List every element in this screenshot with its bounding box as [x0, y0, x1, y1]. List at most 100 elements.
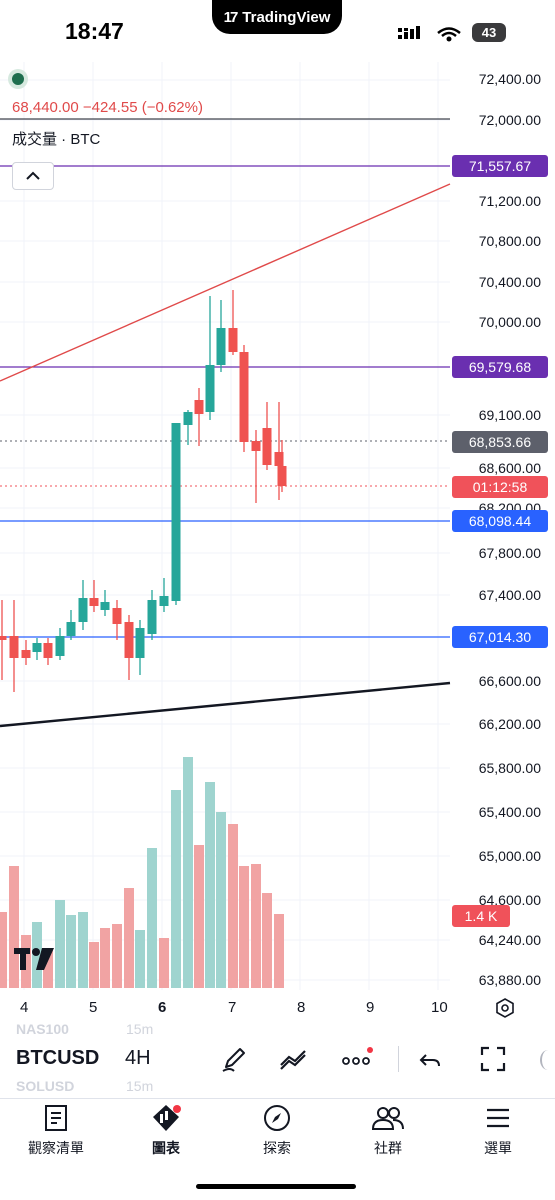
price-tick: 66,600.00 [478, 673, 541, 689]
candle-body [9, 636, 19, 658]
price-badge-support-upper[interactable]: 68,098.44 [452, 510, 548, 532]
volume-bar [194, 845, 204, 988]
price-tick: 65,000.00 [478, 848, 541, 864]
tab-explore[interactable]: 探索 [227, 1100, 327, 1160]
price-tick: 71,200.00 [478, 193, 541, 209]
volume-bar [55, 900, 65, 988]
date-tick: 7 [228, 999, 237, 1016]
volume-bar [0, 912, 7, 988]
price-tick: 64,240.00 [478, 932, 541, 948]
legend-status [12, 72, 24, 90]
timeframe-ghost-next: 15m [126, 1078, 154, 1094]
draw-tool-button[interactable] [217, 1042, 251, 1076]
candle-body [0, 636, 7, 640]
tab-watchlist-label: 觀察清單 [28, 1140, 84, 1156]
volume-bar [124, 888, 134, 988]
tradingview-logo-icon: 17 [223, 8, 239, 26]
volume-bar [112, 924, 122, 988]
price-tick: 68,600.00 [478, 460, 541, 476]
tab-menu[interactable]: 選單 [448, 1100, 548, 1160]
timeframe-selector[interactable]: 4H [125, 1047, 151, 1069]
timeframe-ghost-previous: 15m [126, 1021, 154, 1037]
date-tick: 9 [366, 999, 375, 1016]
undo-button[interactable] [414, 1042, 448, 1076]
symbol-ghost-previous[interactable]: NAS100 [16, 1021, 69, 1037]
tab-watchlist[interactable]: 觀察清單 [6, 1100, 106, 1160]
candle-body [239, 352, 249, 442]
live-indicator-icon [12, 73, 24, 85]
date-tick: 4 [20, 999, 29, 1016]
volume-bar [89, 942, 99, 988]
fullscreen-icon [480, 1046, 506, 1072]
more-dots-icon [342, 1047, 373, 1065]
price-tick: 72,400.00 [478, 71, 541, 87]
price-tick: 66,200.00 [478, 716, 541, 732]
bottom-tab-bar [0, 1098, 555, 1169]
tab-community[interactable]: 社群 [338, 1100, 438, 1160]
indicators-icon [280, 1050, 306, 1070]
tradingview-pill[interactable]: 17 TradingView [212, 0, 342, 34]
candle-body [159, 596, 169, 606]
tab-chart[interactable]: 圖表 [116, 1100, 216, 1160]
candlesticks [0, 290, 287, 692]
symbol-selector[interactable]: BTCUSD [16, 1047, 100, 1069]
price-tick: 63,880.00 [478, 972, 541, 988]
menu-icon [448, 1102, 548, 1134]
price-tick: 70,000.00 [478, 314, 541, 330]
candle-body [21, 650, 31, 658]
volume-bar [251, 864, 261, 988]
candle-body [124, 622, 134, 658]
price-tick: 69,100.00 [478, 407, 541, 423]
symbol-ghost-next[interactable]: SOLUSD [16, 1078, 75, 1094]
volume-bar [159, 938, 169, 988]
fullscreen-button[interactable] [476, 1042, 510, 1076]
candle-body [147, 600, 157, 634]
pen-icon [222, 1048, 245, 1072]
price-badge-resistance-mid[interactable]: 69,579.68 [452, 356, 548, 378]
volume-bar [9, 866, 19, 988]
volume-bar [43, 948, 53, 988]
candle-body [135, 628, 145, 658]
volume-bar [135, 930, 145, 988]
date-tick: 5 [89, 999, 98, 1016]
tab-community-label: 社群 [374, 1140, 402, 1156]
date-tick: 10 [431, 999, 448, 1016]
price-tick: 70,400.00 [478, 274, 541, 290]
collapse-legend-button[interactable] [12, 162, 54, 190]
tab-menu-label: 選單 [484, 1140, 512, 1156]
date-tick: 8 [297, 999, 306, 1016]
volume-indicator-label[interactable]: 成交量 · BTC [12, 131, 101, 148]
candle-body [66, 622, 76, 636]
candle-body [205, 365, 215, 412]
tab-chart-label: 圖表 [152, 1140, 180, 1156]
lower-trendline[interactable] [0, 681, 451, 728]
upper-trendline[interactable] [0, 183, 451, 382]
more-options-button[interactable] [340, 1042, 374, 1076]
candle-body [216, 328, 226, 365]
volume-bar [205, 782, 215, 988]
volume-badge: 1.4 K [452, 905, 510, 927]
watchlist-icon [6, 1102, 106, 1134]
price-tick: 65,400.00 [478, 804, 541, 820]
indicators-button[interactable] [278, 1042, 312, 1076]
signal-wifi-icons [398, 26, 461, 42]
price-badge-resistance-top[interactable]: 71,557.67 [452, 155, 548, 177]
candle-body [183, 412, 193, 425]
price-tick: 72,000.00 [478, 112, 541, 128]
price-badge-support-lower[interactable]: 67,014.30 [452, 626, 548, 648]
candle-body [32, 643, 42, 652]
candle-body [274, 452, 284, 466]
price-tick: 67,800.00 [478, 545, 541, 561]
price-tick: 64,600.00 [478, 892, 541, 908]
price-tick: 65,800.00 [478, 760, 541, 776]
candle-body [55, 636, 65, 656]
candle-countdown-badge: 01:12:58 [452, 476, 548, 498]
chevron-up-icon [26, 171, 40, 180]
status-time: 18:47 [65, 18, 124, 44]
toolbar-divider [398, 1046, 399, 1072]
price-chart[interactable] [0, 62, 555, 992]
undo-icon [419, 1054, 440, 1067]
volume-bar [100, 928, 110, 988]
chart-settings-icon[interactable] [494, 997, 516, 1019]
volume-bar [78, 912, 88, 988]
